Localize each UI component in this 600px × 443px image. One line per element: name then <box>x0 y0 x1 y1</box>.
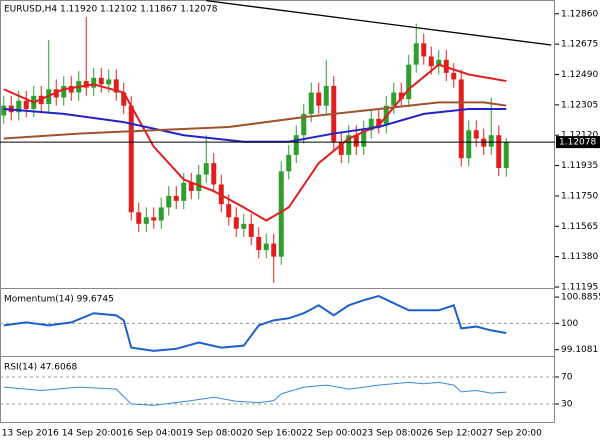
y-tick-label: 1.11195 <box>561 283 598 293</box>
panel-title: RSI(14) 47.6068 <box>4 363 77 373</box>
candle-body <box>413 43 419 65</box>
y-tick-label: 100.8855 <box>561 293 600 303</box>
x-tick-label: 23 Sep 08:00 <box>362 429 422 439</box>
x-tick-label: 19 Sep 08:00 <box>182 429 242 439</box>
y-tick-label: 99.1081 <box>561 345 598 355</box>
y-tick-label: 1.11565 <box>561 222 598 232</box>
y-tick-label: 1.11935 <box>561 161 598 171</box>
candle-body <box>458 79 464 159</box>
y-tick-label: 30 <box>561 399 573 409</box>
candle-body <box>391 92 397 106</box>
candle-body <box>376 118 382 126</box>
y-tick-label: 100 <box>561 319 578 329</box>
y-tick-label: 1.12490 <box>561 70 598 80</box>
candle-body <box>436 59 442 67</box>
candle-body <box>1 105 7 116</box>
overlay-line <box>3 101 507 140</box>
candle-body <box>188 182 194 192</box>
x-tick-label: 14 Sep 20:00 <box>62 429 122 439</box>
overlay-line <box>3 63 507 222</box>
candle-body <box>256 236 262 251</box>
y-tick-label: 1.12860 <box>561 9 598 19</box>
candle-body <box>301 113 307 136</box>
candle-body <box>308 92 314 114</box>
candle-body <box>503 142 509 169</box>
candle-body <box>151 217 157 221</box>
candle-body <box>143 217 149 224</box>
candle-body <box>361 130 367 147</box>
indicator-line <box>3 295 507 352</box>
candle-body <box>271 243 277 257</box>
x-tick-label: 26 Sep 12:00 <box>422 429 482 439</box>
candle-body <box>166 195 172 208</box>
candle-body <box>226 204 232 218</box>
candle-body <box>263 243 269 251</box>
candle-body <box>106 79 112 85</box>
x-tick-label: 16 Sep 04:00 <box>122 429 182 439</box>
candle-body <box>241 223 247 229</box>
candle-body <box>128 105 134 213</box>
candle-body <box>248 223 254 237</box>
candle-body <box>451 72 457 80</box>
candle-body <box>61 85 67 98</box>
overlay-line <box>206 0 552 46</box>
candle-body <box>211 163 217 185</box>
y-tick-label: 1.11750 <box>561 191 598 201</box>
candle-body <box>398 92 404 100</box>
candle-body <box>136 212 142 224</box>
candle-body <box>338 141 344 155</box>
candle-body <box>473 130 479 139</box>
candle-body <box>121 92 127 106</box>
y-tick-label: 70 <box>561 372 573 382</box>
candle-body <box>316 92 322 106</box>
y-tick-label: 1.11380 <box>561 252 598 262</box>
candle-body <box>16 100 22 113</box>
candle-body <box>98 77 104 85</box>
y-tick-label: 1.12675 <box>561 40 598 50</box>
last-price-box <box>556 136 600 149</box>
candle-body <box>488 135 494 147</box>
overlay-line <box>3 107 507 143</box>
candle-body <box>83 81 89 88</box>
y-tick-label: 1.12120 <box>561 131 598 141</box>
candle-body <box>428 56 434 67</box>
candle-body <box>196 174 202 192</box>
candle-body <box>406 64 412 100</box>
indicator-line <box>3 381 507 406</box>
candle-body <box>23 100 29 109</box>
candle-body <box>346 135 352 155</box>
candle-body <box>466 130 472 159</box>
last-price-label: 1.12078 <box>559 138 596 148</box>
x-tick-label: 27 Sep 20:00 <box>482 429 542 439</box>
x-tick-label: 13 Sep 2016 <box>2 429 59 439</box>
candle-body <box>113 79 119 93</box>
candle-body <box>323 85 329 106</box>
candle-body <box>91 77 97 88</box>
x-tick-label: 22 Sep 00:00 <box>302 429 362 439</box>
candle-body <box>278 171 284 257</box>
candle-body <box>68 85 74 93</box>
candle-body <box>158 207 164 221</box>
candle-body <box>368 118 374 131</box>
candle-body <box>233 217 239 229</box>
candle-body <box>173 195 179 201</box>
plot-frame <box>0 0 555 423</box>
candle-body <box>181 182 187 201</box>
panel-title: EURUSD,H4 1.11920 1.12102 1.11867 1.1207… <box>4 5 218 15</box>
x-tick-label: 20 Sep 16:00 <box>242 429 302 439</box>
candle-body <box>203 163 209 175</box>
candle-body <box>496 135 502 169</box>
candle-body <box>293 135 299 155</box>
candle-body <box>421 43 427 57</box>
candle-body <box>353 135 359 147</box>
panel-title: Momentum(14) 99.6745 <box>4 295 114 305</box>
y-tick-label: 1.12305 <box>561 100 598 110</box>
candle-body <box>286 154 292 172</box>
